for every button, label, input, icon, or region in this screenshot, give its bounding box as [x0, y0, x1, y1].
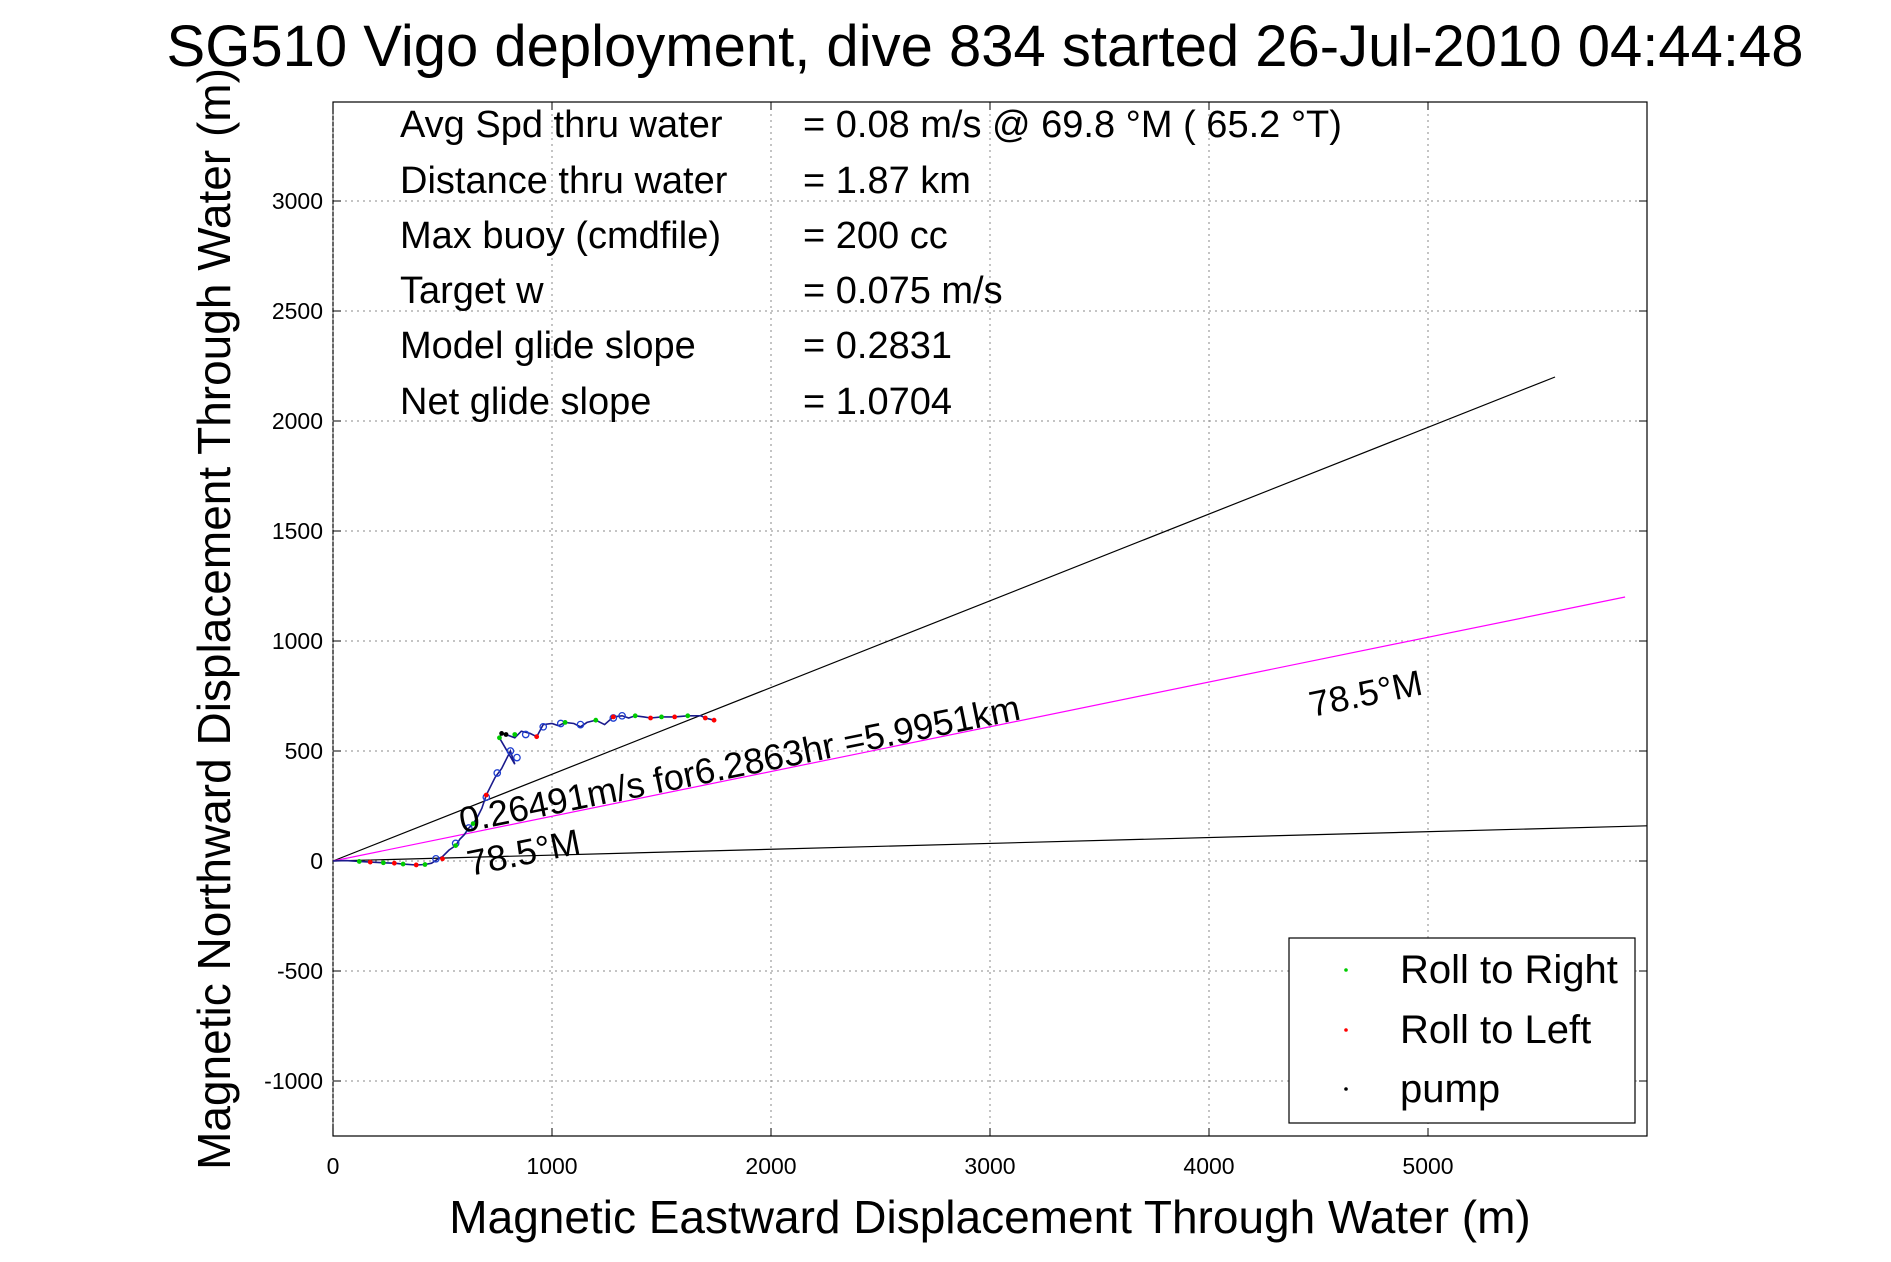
y-tick-label-2: 0	[310, 848, 323, 874]
plot-area: 0 1000 2000 3000 4000 5000 -1000 -500 0 500 1000 15…	[264, 101, 1648, 1179]
info-label-0: Avg Spd thru water	[400, 104, 723, 146]
magenta-heading-line	[332, 596, 1626, 862]
track-circle-marker-10	[576, 720, 585, 729]
series-2-point-1	[503, 732, 509, 737]
track-circle-marker-0	[432, 854, 440, 863]
series-2-point-0	[499, 731, 505, 736]
info-label-2: Max buoy (cmdfile)	[400, 215, 721, 257]
info-value-3: = 0.075 m/s	[803, 270, 1003, 312]
series-1-point-9	[702, 715, 708, 721]
series-0-point-8	[562, 720, 568, 725]
x-tick-label-0: 0	[327, 1153, 340, 1179]
y-axis-label: Magnetic Northward Displacement Through …	[188, 68, 240, 1170]
lower-black-line	[332, 825, 1648, 862]
series-0-point-4	[453, 843, 459, 848]
legend-marker-pump	[1344, 1087, 1348, 1091]
info-value-4: = 0.2831	[803, 325, 952, 367]
y-tick-label-4: 1000	[272, 628, 323, 654]
track-circle-marker-6	[513, 753, 521, 762]
grid-lines	[332, 102, 1647, 1136]
data-points	[356, 711, 717, 868]
legend-label-roll-right: Roll to Right	[1400, 948, 1618, 992]
y-tick-label-0: -1000	[264, 1068, 323, 1094]
series-0-point-2	[400, 861, 406, 867]
x-tick-label-1: 1000	[526, 1153, 577, 1179]
track-circle-marker-4	[493, 769, 502, 777]
series-0-point-10	[632, 713, 638, 719]
legend-label-pump: pump	[1400, 1067, 1500, 1111]
info-label-3: Target w	[400, 270, 544, 312]
y-tick-label-1: -500	[277, 958, 323, 984]
upper-black-line	[332, 376, 1556, 862]
reference-lines	[332, 376, 1648, 862]
track-circle-marker-7	[521, 730, 530, 739]
series-0-point-6	[497, 735, 502, 741]
series-0-point-5	[470, 821, 476, 826]
y-tick-label-6: 2000	[272, 408, 323, 434]
series-0-point-9	[593, 717, 599, 723]
track-circle-marker-8	[539, 722, 548, 731]
series-1-point-10	[711, 717, 717, 723]
track-circle-marker-2	[464, 824, 473, 832]
y-tick-label-7: 2500	[272, 298, 323, 324]
x-tick-label-4: 4000	[1183, 1153, 1234, 1179]
axis-ticks: 0 1000 2000 3000 4000 5000 -1000 -500 0 500 1000 15…	[264, 102, 1647, 1179]
info-block: Avg Spd thru water = 0.08 m/s @ 69.8 °M …	[400, 104, 1342, 423]
series-1-point-8	[672, 714, 678, 720]
series-1-point-1	[391, 860, 397, 866]
series-0-point-11	[659, 714, 664, 720]
legend-marker-roll-left	[1344, 1028, 1348, 1032]
series-0-point-7	[512, 732, 518, 737]
x-axis-label: Magnetic Eastward Displacement Through W…	[449, 1191, 1530, 1243]
track-circle-marker-12	[618, 711, 626, 720]
series-0-point-1	[380, 860, 386, 866]
series-1-point-0	[367, 859, 373, 865]
info-value-5: = 1.0704	[803, 381, 952, 423]
track-circle-marker-5	[506, 747, 515, 755]
info-label-4: Model glide slope	[400, 325, 696, 367]
y-tick-label-3: 500	[285, 738, 323, 764]
info-value-0: = 0.08 m/s @ 69.8 °M ( 65.2 °T)	[803, 104, 1342, 146]
legend: Roll to Right Roll to Left pump	[1288, 937, 1636, 1124]
series-1-point-2	[413, 862, 419, 868]
y-tick-label-8: 3000	[272, 188, 323, 214]
series-0-point-3	[422, 862, 428, 867]
x-tick-label-3: 3000	[964, 1153, 1015, 1179]
series-1-point-6	[610, 714, 616, 720]
series-1-point-7	[648, 715, 653, 721]
info-label-1: Distance thru water	[400, 160, 728, 202]
x-tick-label-2: 2000	[745, 1153, 796, 1179]
info-value-2: = 200 cc	[803, 215, 948, 257]
series-1-point-4	[483, 792, 489, 798]
info-label-5: Net glide slope	[400, 381, 651, 423]
legend-marker-roll-right	[1344, 968, 1348, 972]
chart-title: SG510 Vigo deployment, dive 834 started …	[167, 14, 1804, 79]
series-1-point-3	[440, 856, 445, 862]
series-0-point-12	[685, 713, 691, 719]
y-tick-label-5: 1500	[272, 518, 323, 544]
series-0-point-0	[356, 859, 362, 864]
series-1-point-5	[534, 734, 540, 740]
legend-label-roll-left: Roll to Left	[1400, 1008, 1591, 1052]
info-value-1: = 1.87 km	[803, 160, 971, 202]
x-tick-label-5: 5000	[1402, 1153, 1453, 1179]
